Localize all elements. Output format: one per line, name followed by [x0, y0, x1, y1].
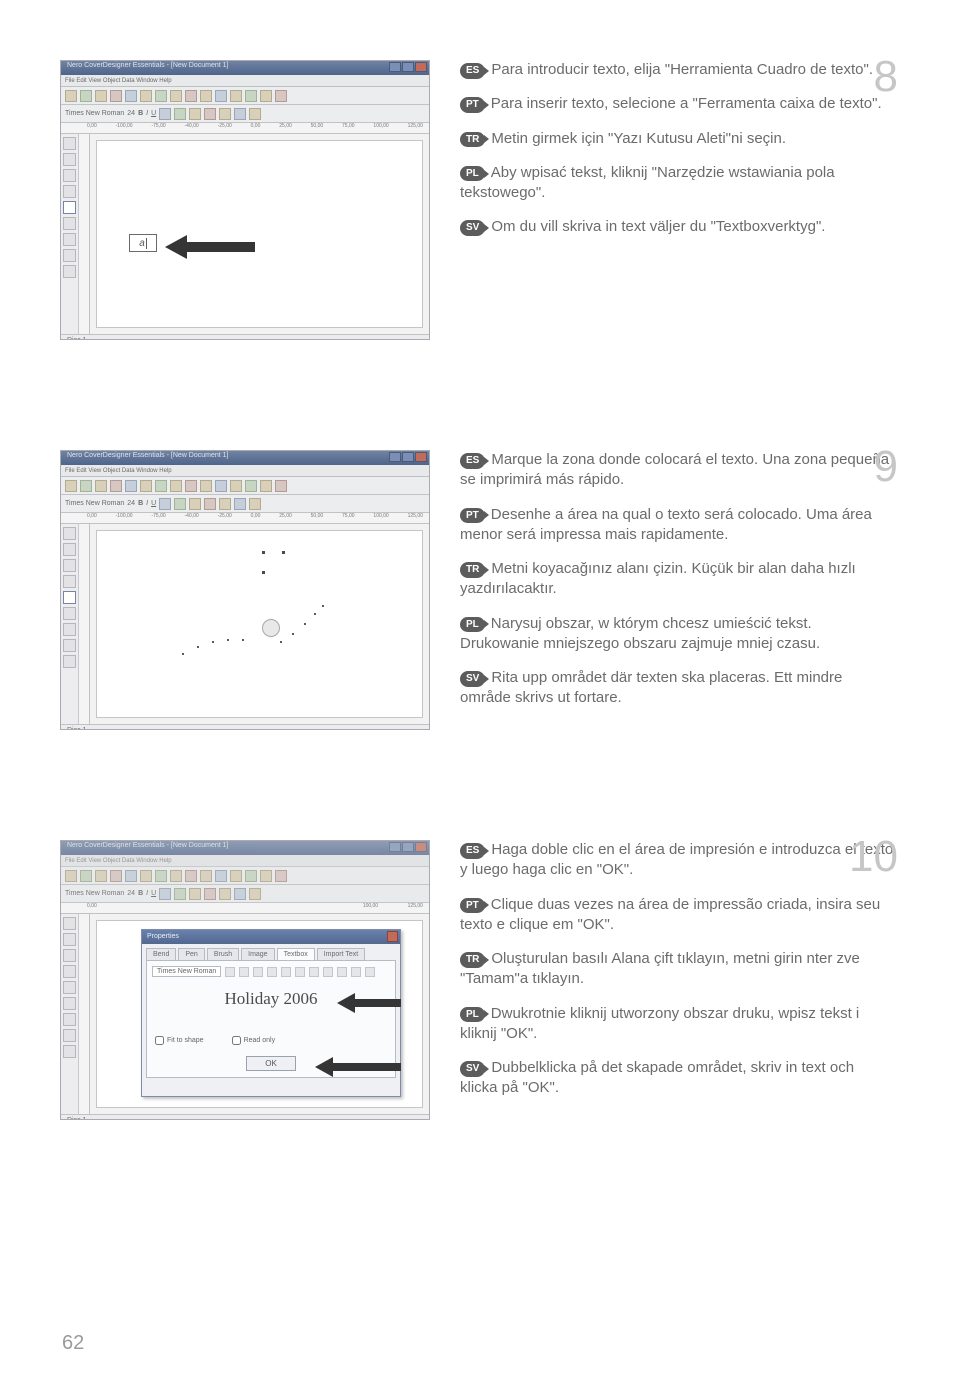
read-only-checkbox[interactable]: Read only — [232, 1036, 276, 1045]
lang-pill-sv: SV — [460, 220, 485, 236]
step8-texts: ESPara introducir texto, elija "Herramie… — [460, 60, 894, 340]
window-title: Nero CoverDesigner Essentials - [New Doc… — [67, 62, 228, 69]
textbox-tool-icon[interactable] — [63, 201, 76, 214]
step-8: Nero CoverDesigner Essentials - [New Doc… — [60, 60, 894, 340]
arrow-icon — [165, 235, 255, 259]
window-buttons — [389, 62, 427, 72]
lang-pill-pl: PL — [460, 166, 485, 182]
step-10: Nero CoverDesigner Essentials - [New Doc… — [60, 840, 894, 1120]
lang-pill-pt: PT — [460, 97, 485, 113]
step-number-9: 9 — [874, 442, 898, 492]
font-select[interactable]: Times New Roman — [152, 966, 221, 977]
screenshot-9: Nero CoverDesigner Essentials - [New Doc… — [60, 450, 430, 730]
lang-pill-es: ES — [460, 63, 485, 79]
step-number-10: 10 — [849, 832, 898, 882]
canvas: a — [96, 140, 423, 328]
close-icon[interactable] — [387, 931, 398, 942]
toolbar-1 — [61, 87, 429, 105]
dialog-title: Properties — [147, 933, 179, 940]
dialog-tabs: Bend Pen Brush Image Textbox Import Text — [142, 944, 400, 960]
disc-tab: Disc 1 — [67, 337, 86, 340]
ok-button[interactable]: OK — [246, 1056, 296, 1071]
step10-texts: ESHaga doble clic en el área de impresió… — [460, 840, 894, 1120]
step-9: Nero CoverDesigner Essentials - [New Doc… — [60, 450, 894, 730]
drag-path — [162, 601, 332, 661]
properties-dialog: Properties Bend Pen Brush Image Textbox … — [141, 929, 401, 1097]
step9-texts: ESMarque la zona donde colocará el texto… — [460, 450, 894, 730]
screenshot-10: Nero CoverDesigner Essentials - [New Doc… — [60, 840, 430, 1120]
textbox-sample: a — [129, 234, 157, 252]
menubar: File Edit View Object Data Window Help — [61, 75, 429, 87]
ruler-h: 0,00-100,00-75,00-40,00-25,000,0025,0050… — [61, 123, 429, 134]
arrow-icon — [337, 993, 401, 1013]
tool-palette — [61, 134, 79, 334]
screenshot-8: Nero CoverDesigner Essentials - [New Doc… — [60, 60, 430, 340]
arrow-icon — [315, 1057, 401, 1077]
lang-pill-tr: TR — [460, 132, 485, 148]
toolbar-2: Times New Roman 24 B I U — [61, 105, 429, 123]
step-number-8: 8 — [874, 52, 898, 102]
page-number: 62 — [62, 1332, 84, 1355]
fit-to-shape-checkbox[interactable]: Fit to shape — [155, 1036, 204, 1045]
